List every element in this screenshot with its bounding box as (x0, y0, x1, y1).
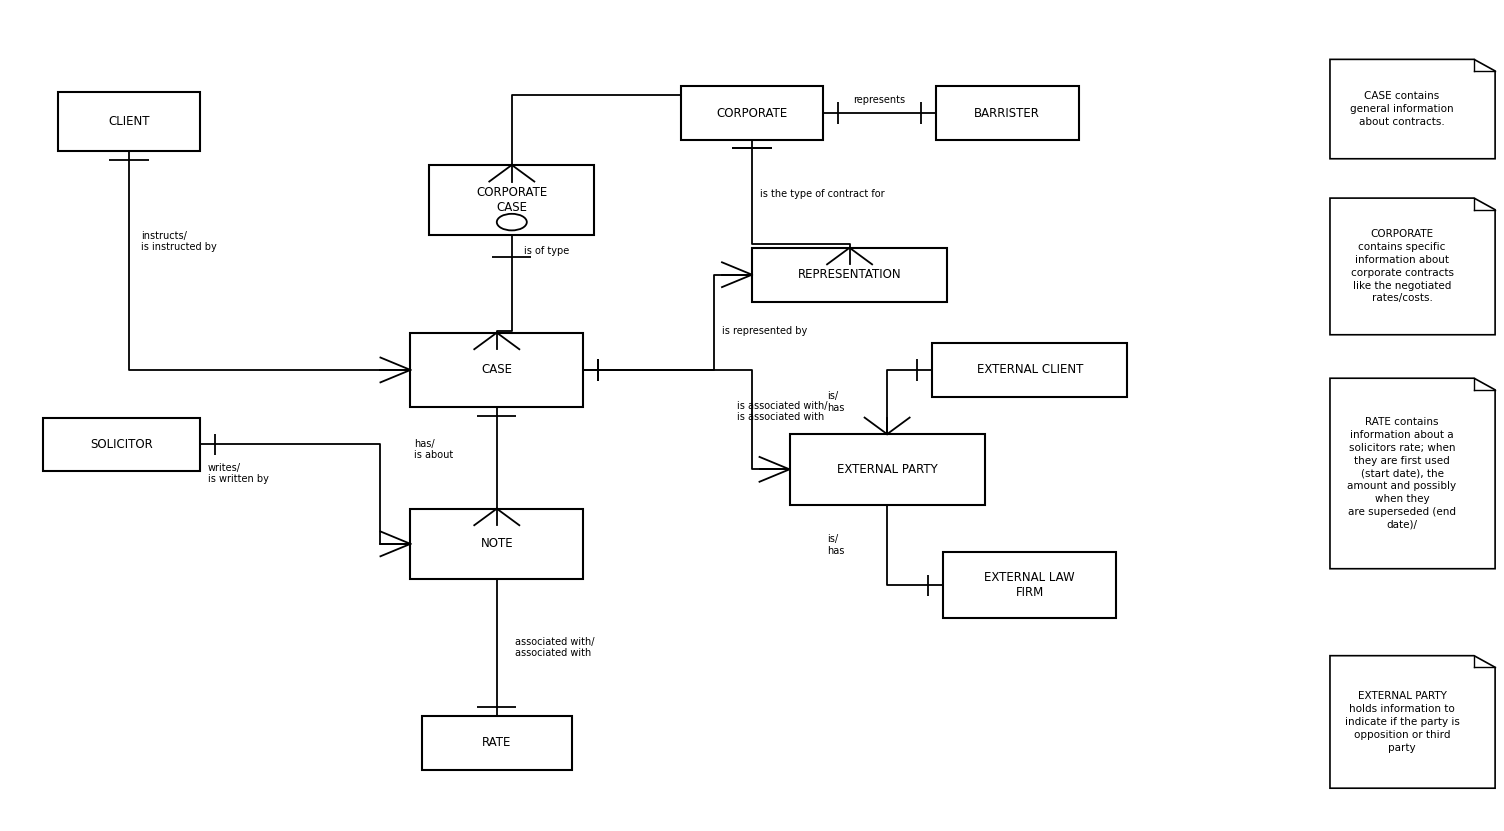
Text: REPRESENTATION: REPRESENTATION (797, 268, 901, 281)
FancyBboxPatch shape (429, 165, 594, 235)
Text: instructs/
is instructed by: instructs/ is instructed by (141, 231, 217, 253)
Text: CORPORATE: CORPORATE (716, 106, 788, 120)
Text: has/
is about: has/ is about (414, 439, 454, 460)
Text: SOLICITOR: SOLICITOR (90, 438, 153, 451)
Polygon shape (1330, 198, 1495, 335)
FancyBboxPatch shape (421, 715, 572, 770)
FancyBboxPatch shape (790, 434, 985, 504)
Text: is/
has: is/ has (827, 534, 844, 556)
Text: RATE contains
information about a
solicitors rate; when
they are first used
(sta: RATE contains information about a solici… (1348, 417, 1456, 529)
FancyBboxPatch shape (681, 86, 823, 140)
FancyBboxPatch shape (935, 86, 1078, 140)
Text: EXTERNAL LAW
FIRM: EXTERNAL LAW FIRM (985, 571, 1075, 599)
Text: represents: represents (854, 95, 905, 105)
FancyBboxPatch shape (411, 332, 584, 407)
Text: EXTERNAL PARTY
holds information to
indicate if the party is
opposition or third: EXTERNAL PARTY holds information to indi… (1345, 691, 1459, 753)
Text: CLIENT: CLIENT (108, 115, 150, 128)
FancyBboxPatch shape (932, 343, 1128, 397)
FancyBboxPatch shape (42, 417, 200, 471)
Text: EXTERNAL PARTY: EXTERNAL PARTY (836, 463, 937, 476)
Text: is the type of contract for: is the type of contract for (760, 189, 884, 199)
Text: RATE: RATE (483, 736, 511, 750)
FancyBboxPatch shape (943, 552, 1116, 618)
Text: EXTERNAL CLIENT: EXTERNAL CLIENT (976, 363, 1083, 376)
Circle shape (496, 214, 526, 230)
Text: is associated with/
is associated with: is associated with/ is associated with (737, 401, 827, 422)
Text: CASE contains
general information
about contracts.: CASE contains general information about … (1351, 91, 1454, 127)
FancyBboxPatch shape (411, 509, 584, 579)
Text: CORPORATE
contains specific
information about
corporate contracts
like the negot: CORPORATE contains specific information … (1351, 229, 1453, 303)
Text: NOTE: NOTE (480, 538, 513, 550)
Text: CORPORATE
CASE: CORPORATE CASE (477, 186, 547, 214)
Polygon shape (1330, 59, 1495, 159)
Text: associated with/
associated with: associated with/ associated with (514, 637, 594, 658)
FancyBboxPatch shape (57, 91, 200, 151)
Text: is/
has: is/ has (827, 391, 844, 413)
Text: CASE: CASE (481, 363, 513, 376)
Polygon shape (1330, 656, 1495, 788)
Text: writes/
is written by: writes/ is written by (208, 463, 269, 484)
Text: is represented by: is represented by (722, 326, 808, 336)
Text: BARRISTER: BARRISTER (975, 106, 1041, 120)
FancyBboxPatch shape (752, 248, 948, 302)
Text: is of type: is of type (523, 246, 569, 256)
Polygon shape (1330, 378, 1495, 568)
